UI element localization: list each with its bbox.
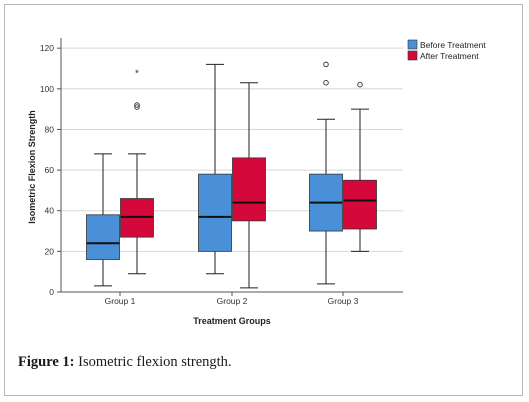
legend-label-after: After Treatment (420, 51, 479, 61)
iqr-box (198, 173, 232, 252)
axes: 0 20 40 60 80 100 120 Group 1 Group 2 Group 3 (40, 38, 403, 306)
x-tick-label: Group 2 (217, 296, 248, 306)
box-before-group-3 (309, 61, 343, 285)
caption-label: Figure 1: (18, 354, 75, 370)
box-after-group-1: * (120, 69, 154, 275)
figure-caption: Figure 1: Isometric flexion strength. (18, 354, 232, 371)
boxes: * (86, 61, 377, 289)
legend-swatch-after (407, 50, 418, 61)
box-plot-chart: 0 20 40 60 80 100 120 Group 1 Group 2 Group 3 * B… (27, 38, 486, 326)
y-axis-label: Isometric Flexion Strength (27, 110, 37, 224)
outlier-point (134, 102, 140, 108)
y-tick-label: 40 (45, 206, 55, 216)
y-tick-label: 120 (40, 43, 54, 53)
outlier-point (357, 81, 363, 88)
box-before-group-1 (86, 153, 120, 287)
box-after-group-2 (232, 82, 266, 289)
legend-swatch-before (407, 39, 418, 50)
box-before-group-2 (198, 63, 232, 275)
y-tick-label: 60 (45, 165, 55, 175)
x-tick-label: Group 3 (328, 296, 359, 306)
legend-label-before: Before Treatment (420, 40, 486, 50)
x-tick-label: Group 1 (105, 296, 136, 306)
extreme-point: * (135, 69, 139, 80)
iqr-box (343, 179, 377, 230)
figure-frame (4, 4, 523, 396)
iqr-box (120, 198, 154, 238)
y-tick-label: 20 (45, 246, 55, 256)
box-after-group-3 (343, 81, 377, 252)
outlier-point (323, 79, 329, 86)
x-axis-label: Treatment Groups (193, 316, 271, 326)
y-tick-label: 80 (45, 124, 55, 134)
iqr-box (86, 214, 120, 260)
y-tick-label: 100 (40, 84, 54, 94)
y-tick-label: 0 (49, 287, 54, 297)
outlier-point (323, 61, 329, 68)
iqr-box (232, 157, 266, 222)
caption-text: Isometric flexion strength. (78, 354, 232, 370)
outlier-point (134, 104, 140, 110)
